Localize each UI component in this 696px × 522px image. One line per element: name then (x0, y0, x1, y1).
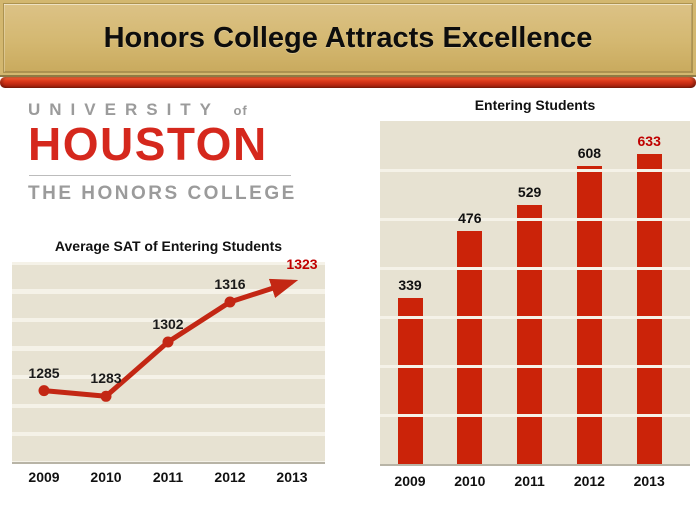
title-banner: Honors College Attracts Excellence (0, 0, 696, 77)
x-tick-2009: 2009 (28, 469, 60, 485)
x-tick-2010: 2010 (454, 473, 486, 489)
x-tick-2011: 2011 (152, 469, 184, 485)
sat-chart-title: Average SAT of Entering Students (54, 238, 283, 254)
entering-chart-x-axis: 2009 2010 2011 2012 2013 (380, 473, 690, 491)
logo-houston-text: HOUSTON (28, 118, 268, 170)
x-tick-2010: 2010 (90, 469, 122, 485)
x-tick-2012: 2012 (214, 469, 246, 485)
entering-chart-title: Entering Students (474, 97, 596, 113)
sat-chart-x-axis: 2009 2010 2011 2012 2013 (12, 469, 325, 487)
data-label-2013: 633 (637, 132, 661, 149)
plot-band (12, 407, 325, 433)
data-label-2011: 1302 (152, 316, 184, 332)
x-tick-2012: 2012 (573, 473, 605, 489)
data-label-2013: 1323 (286, 256, 318, 272)
x-tick-2013: 2013 (633, 473, 665, 489)
data-label-2009: 1285 (28, 364, 60, 381)
logo-university-text: UNIVERSITY of (28, 100, 296, 120)
gridline (380, 168, 690, 172)
title-box: Honors College Attracts Excellence (3, 3, 693, 73)
bar-2013 (636, 153, 662, 464)
gridline (380, 217, 690, 221)
data-label-2012: 608 (577, 145, 602, 162)
x-tick-2013: 2013 (276, 469, 308, 485)
x-tick-2009: 2009 (394, 473, 426, 489)
red-stripe-divider (0, 77, 696, 88)
gridline (380, 413, 690, 417)
plot-band (12, 350, 325, 376)
gridline (380, 266, 690, 270)
uh-logo: UNIVERSITY of HOUSTON THE HONORS COLLEGE (28, 100, 296, 205)
data-label-2009: 339 (398, 276, 422, 293)
bar-2009 (397, 297, 423, 464)
slide-title: Honors College Attracts Excellence (103, 21, 593, 54)
logo-divider-line (29, 174, 291, 176)
logo-honors-college-text: THE HONORS COLLEGE (28, 182, 297, 204)
entering-bar-chart-plot: 339 476 529 608 633 (380, 121, 690, 466)
gridline (380, 364, 690, 368)
sat-trend-line (38, 278, 299, 402)
logo-university-word: UNIVERSITY (28, 100, 220, 119)
x-tick-2011: 2011 (514, 473, 545, 489)
bar-2010 (457, 230, 483, 464)
logo-of-word: of (233, 103, 248, 118)
sat-line-chart-plot: 1285 1283 1302 1316 1323 (12, 256, 325, 464)
data-label-2010: 1283 (90, 370, 122, 387)
data-label-2012: 1316 (214, 276, 246, 292)
data-label-2010: 476 (458, 209, 482, 226)
gridline (380, 315, 690, 319)
data-label-2011: 529 (517, 183, 542, 200)
bar-2011 (517, 204, 543, 464)
plot-band (12, 436, 325, 461)
